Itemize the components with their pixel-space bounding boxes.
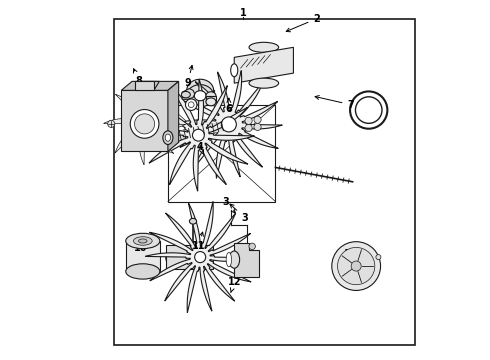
Circle shape	[245, 117, 252, 125]
Text: 13: 13	[344, 248, 358, 258]
Circle shape	[332, 242, 381, 291]
Circle shape	[188, 102, 194, 108]
Polygon shape	[126, 241, 160, 271]
Text: 3: 3	[230, 204, 248, 222]
Circle shape	[221, 117, 236, 132]
Polygon shape	[175, 71, 282, 178]
Ellipse shape	[187, 79, 214, 102]
Text: 12: 12	[227, 277, 241, 293]
Text: 3: 3	[222, 197, 235, 213]
Circle shape	[376, 255, 381, 260]
Text: 5: 5	[157, 133, 175, 145]
Circle shape	[108, 120, 115, 127]
Bar	[135, 81, 154, 90]
Text: 1: 1	[240, 8, 246, 18]
Ellipse shape	[187, 85, 214, 107]
Circle shape	[245, 125, 252, 132]
Text: 11: 11	[192, 232, 205, 251]
Ellipse shape	[165, 134, 171, 141]
Polygon shape	[182, 89, 195, 99]
Ellipse shape	[206, 92, 216, 100]
Bar	[168, 105, 275, 202]
Ellipse shape	[163, 131, 173, 144]
Ellipse shape	[231, 64, 238, 77]
Polygon shape	[104, 83, 186, 165]
Text: 7: 7	[315, 95, 354, 110]
Circle shape	[193, 129, 204, 141]
Circle shape	[254, 123, 261, 131]
Text: 8: 8	[133, 69, 143, 86]
Circle shape	[249, 243, 255, 249]
Ellipse shape	[229, 251, 240, 268]
Circle shape	[195, 252, 206, 263]
Ellipse shape	[166, 245, 192, 269]
Circle shape	[141, 120, 148, 127]
Text: 10: 10	[134, 237, 148, 253]
Ellipse shape	[249, 42, 279, 52]
Text: 6: 6	[225, 98, 232, 114]
Polygon shape	[135, 81, 159, 90]
Circle shape	[186, 99, 197, 111]
Bar	[114, 19, 416, 345]
Text: 4: 4	[197, 141, 203, 154]
Polygon shape	[168, 81, 179, 151]
Polygon shape	[234, 47, 294, 83]
Ellipse shape	[206, 98, 216, 106]
Ellipse shape	[194, 91, 206, 101]
Polygon shape	[143, 79, 254, 191]
Polygon shape	[166, 245, 213, 269]
Ellipse shape	[133, 237, 152, 245]
Circle shape	[254, 116, 261, 123]
Polygon shape	[122, 90, 168, 151]
Text: 9: 9	[184, 66, 193, 88]
Polygon shape	[145, 202, 255, 313]
Ellipse shape	[181, 91, 190, 98]
Circle shape	[135, 114, 155, 134]
Circle shape	[350, 91, 388, 129]
Text: 2: 2	[286, 14, 320, 32]
Polygon shape	[234, 243, 259, 277]
Ellipse shape	[249, 78, 279, 88]
Circle shape	[355, 97, 382, 123]
Ellipse shape	[126, 264, 160, 279]
Ellipse shape	[226, 252, 232, 267]
Circle shape	[351, 261, 361, 271]
Bar	[206, 96, 216, 102]
Circle shape	[130, 109, 159, 138]
Circle shape	[338, 247, 375, 285]
Ellipse shape	[139, 239, 147, 243]
Polygon shape	[122, 81, 179, 90]
Ellipse shape	[126, 233, 160, 249]
Ellipse shape	[190, 219, 196, 224]
